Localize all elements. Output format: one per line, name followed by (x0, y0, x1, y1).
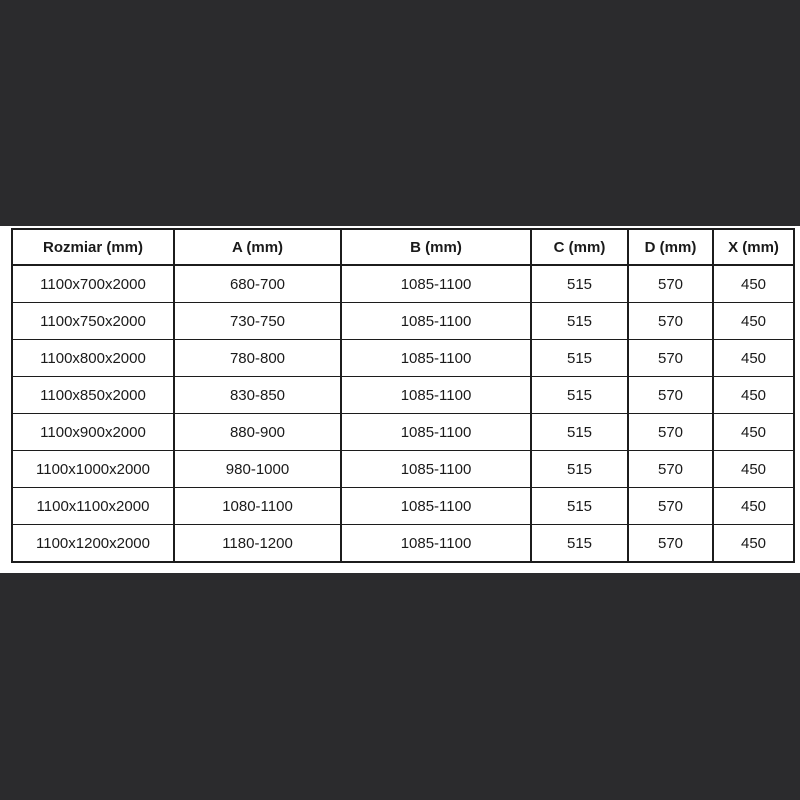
table-cell: 450 (712, 450, 795, 488)
table-cell: 515 (530, 450, 629, 488)
table-row: 1100x1000x2000 980-1000 1085-1100 515 57… (11, 450, 795, 488)
table-cell: 450 (712, 413, 795, 451)
table-cell: 450 (712, 487, 795, 525)
table-row: 1100x1200x2000 1180-1200 1085-1100 515 5… (11, 524, 795, 563)
table-cell: 1085-1100 (340, 339, 532, 377)
table-cell: 515 (530, 487, 629, 525)
table-cell: 1100x1100x2000 (11, 487, 175, 525)
table-panel: Rozmiar (mm) A (mm) B (mm) C (mm) D (mm)… (0, 226, 800, 573)
table-cell: 1085-1100 (340, 487, 532, 525)
table-cell: 1100x1000x2000 (11, 450, 175, 488)
table-cell: 830-850 (173, 376, 342, 414)
table-cell: 1100x1200x2000 (11, 524, 175, 563)
table-cell: 570 (627, 376, 714, 414)
table-cell: 980-1000 (173, 450, 342, 488)
column-header-d: D (mm) (627, 228, 714, 266)
table-cell: 1100x750x2000 (11, 302, 175, 340)
size-table: Rozmiar (mm) A (mm) B (mm) C (mm) D (mm)… (11, 228, 795, 563)
table-row: 1100x900x2000 880-900 1085-1100 515 570 … (11, 413, 795, 451)
table-cell: 730-750 (173, 302, 342, 340)
table-cell: 1100x900x2000 (11, 413, 175, 451)
table-cell: 450 (712, 376, 795, 414)
table-cell: 450 (712, 524, 795, 563)
table-cell: 1085-1100 (340, 376, 532, 414)
column-header-x: X (mm) (712, 228, 795, 266)
column-header-c: C (mm) (530, 228, 629, 266)
table-cell: 1100x700x2000 (11, 264, 175, 303)
table-cell: 1085-1100 (340, 450, 532, 488)
table-cell: 1100x800x2000 (11, 339, 175, 377)
header-row: Rozmiar (mm) A (mm) B (mm) C (mm) D (mm)… (11, 228, 795, 266)
table-cell: 1080-1100 (173, 487, 342, 525)
table-cell: 1100x850x2000 (11, 376, 175, 414)
table-row: 1100x1100x2000 1080-1100 1085-1100 515 5… (11, 487, 795, 525)
table-row: 1100x750x2000 730-750 1085-1100 515 570 … (11, 302, 795, 340)
table-cell: 515 (530, 339, 629, 377)
table-cell: 1180-1200 (173, 524, 342, 563)
table-cell: 515 (530, 302, 629, 340)
table-cell: 515 (530, 413, 629, 451)
table-cell: 450 (712, 339, 795, 377)
table-cell: 570 (627, 450, 714, 488)
table-cell: 570 (627, 524, 714, 563)
table-cell: 515 (530, 376, 629, 414)
table-cell: 450 (712, 264, 795, 303)
table-cell: 1085-1100 (340, 524, 532, 563)
table-row: 1100x700x2000 680-700 1085-1100 515 570 … (11, 264, 795, 303)
table-cell: 570 (627, 264, 714, 303)
table-cell: 515 (530, 524, 629, 563)
table-row: 1100x850x2000 830-850 1085-1100 515 570 … (11, 376, 795, 414)
table-cell: 1085-1100 (340, 413, 532, 451)
table-cell: 570 (627, 339, 714, 377)
column-header-a: A (mm) (173, 228, 342, 266)
table-cell: 515 (530, 264, 629, 303)
table-cell: 880-900 (173, 413, 342, 451)
table-cell: 570 (627, 487, 714, 525)
table-cell: 780-800 (173, 339, 342, 377)
table-cell: 570 (627, 302, 714, 340)
table-row: 1100x800x2000 780-800 1085-1100 515 570 … (11, 339, 795, 377)
table-cell: 450 (712, 302, 795, 340)
table-cell: 1085-1100 (340, 302, 532, 340)
column-header-rozmiar: Rozmiar (mm) (11, 228, 175, 266)
column-header-b: B (mm) (340, 228, 532, 266)
table-cell: 1085-1100 (340, 264, 532, 303)
table-cell: 680-700 (173, 264, 342, 303)
table-cell: 570 (627, 413, 714, 451)
